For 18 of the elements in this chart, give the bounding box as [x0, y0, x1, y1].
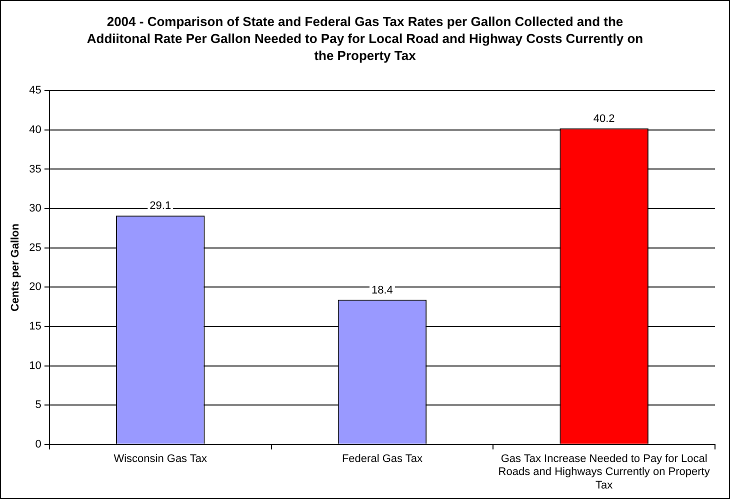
y-tick-label: 45 [29, 84, 42, 97]
y-tick-label: 0 [35, 438, 42, 450]
chart-title: 2004 - Comparison of State and Federal Gas Tax Rates per Gallon Collected and the Addiitonal Rate Per Gallon Needed to Pay for Local Road and Highway Costs Currently on the Property Tax [86, 13, 644, 64]
y-tick-label: 10 [29, 360, 42, 372]
y-tick-label: 40 [29, 124, 42, 136]
y-tick-label: 20 [29, 281, 42, 294]
y-axis-title: Cents per Gallon [10, 223, 22, 312]
data-label: 40.2 [593, 112, 615, 125]
y-tick-label: 5 [35, 399, 42, 412]
y-tick-label: 25 [29, 242, 42, 254]
x-tick-label: Gas Tax Increase Needed to Pay for Local Roads and Highways Currently on Property Tax [498, 453, 710, 492]
y-tick-label: 35 [29, 163, 42, 176]
data-label: 18.4 [372, 284, 393, 296]
y-tick-label: 30 [29, 202, 42, 215]
x-tick-label: Federal Gas Tax [342, 453, 423, 466]
x-tick-label: Wisconsin Gas Tax [114, 453, 208, 466]
data-label: 29.1 [150, 200, 172, 212]
y-tick-label: 15 [29, 320, 42, 332]
